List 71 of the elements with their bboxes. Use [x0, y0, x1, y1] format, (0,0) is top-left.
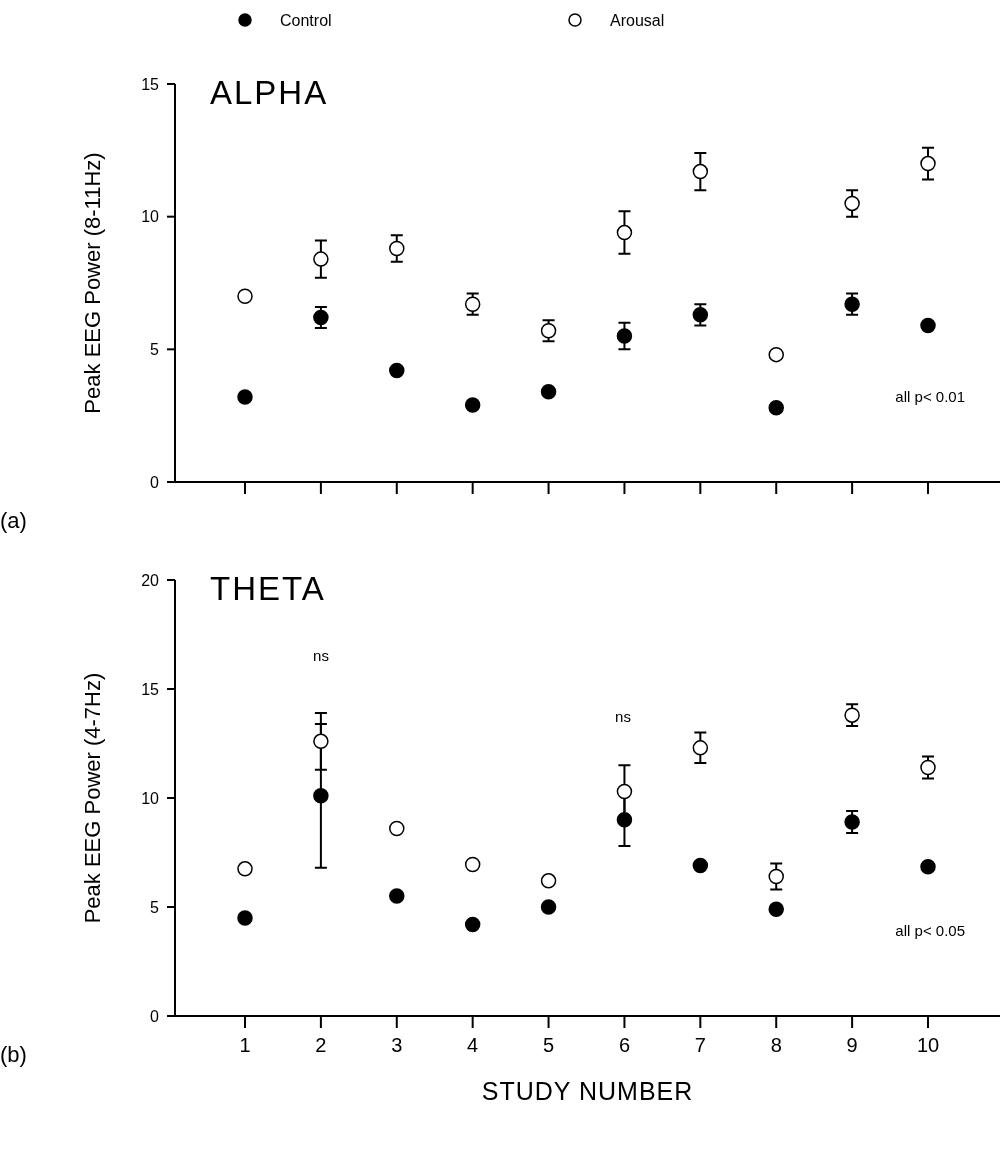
point — [540, 899, 557, 915]
point — [540, 323, 557, 339]
x-tick-label: 1 — [239, 1034, 251, 1056]
y-tick-label: 10 — [141, 789, 160, 807]
legend-label: Arousal — [610, 11, 665, 29]
point — [389, 820, 405, 837]
y-tick-label: 15 — [141, 680, 160, 698]
legend-label: Control — [280, 11, 332, 29]
point — [616, 783, 633, 800]
annotation: all p< 0.05 — [895, 922, 965, 939]
x-tick-label: 3 — [391, 1034, 403, 1056]
y-tick-label: 5 — [150, 340, 160, 358]
point — [237, 861, 253, 877]
point — [389, 240, 405, 257]
x-axis-title: STUDY NUMBER — [481, 1077, 694, 1105]
x-tick-label: 9 — [846, 1034, 858, 1056]
point — [313, 309, 329, 326]
point — [920, 317, 936, 334]
point — [464, 916, 481, 933]
point — [313, 733, 329, 750]
point — [844, 814, 860, 830]
y-tick-label: 15 — [141, 75, 160, 93]
point — [768, 901, 784, 917]
point — [389, 888, 405, 904]
point — [237, 389, 253, 405]
point — [540, 873, 557, 889]
point — [844, 195, 860, 212]
point — [692, 857, 709, 874]
y-tick-label: 0 — [150, 1007, 160, 1025]
annotation: ns — [615, 708, 631, 725]
y-axis-title: Peak EEG Power (8-11Hz) — [80, 152, 105, 414]
point — [389, 362, 405, 379]
text: (a) — [0, 508, 27, 533]
y-tick-label: 10 — [141, 208, 160, 226]
point — [616, 328, 633, 344]
chart-title: ALPHA — [210, 74, 329, 111]
point — [920, 155, 936, 172]
x-tick-label: 7 — [694, 1034, 706, 1056]
point — [768, 868, 784, 885]
point — [692, 163, 709, 180]
x-tick-label: 4 — [467, 1034, 479, 1056]
x-tick-label: 8 — [770, 1034, 782, 1056]
annotation: ns — [313, 647, 329, 664]
annotation: all p< 0.01 — [895, 388, 965, 405]
point — [768, 346, 784, 363]
x-tick-label: 10 — [916, 1034, 940, 1056]
point — [540, 384, 557, 400]
x-tick-label: 2 — [315, 1034, 327, 1056]
y-tick-label: 5 — [150, 898, 160, 916]
point — [844, 296, 860, 312]
chart-title: THETA — [210, 570, 326, 607]
point — [464, 856, 481, 873]
point — [464, 296, 481, 312]
x-tick-label: 5 — [542, 1034, 555, 1056]
text: (b) — [0, 1042, 27, 1067]
y-tick-label: 0 — [150, 473, 160, 491]
point — [237, 910, 253, 926]
point — [768, 399, 784, 416]
point — [464, 397, 481, 413]
point — [616, 224, 633, 241]
point — [692, 740, 709, 756]
point — [313, 788, 329, 804]
point — [237, 288, 253, 304]
point — [920, 858, 936, 875]
x-tick-label: 6 — [618, 1034, 631, 1056]
y-tick-label: 20 — [141, 571, 160, 589]
y-axis-title: Peak EEG Power (4-7Hz) — [80, 672, 105, 924]
point — [692, 307, 709, 323]
point — [844, 707, 860, 723]
point — [313, 251, 329, 267]
point — [920, 759, 936, 776]
